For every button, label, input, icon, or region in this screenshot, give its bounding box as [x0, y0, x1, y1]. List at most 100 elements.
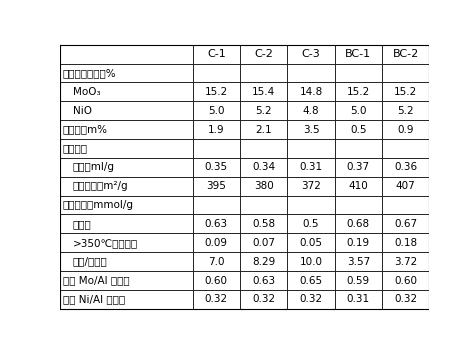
Bar	[239, 158, 287, 177]
Bar	[334, 158, 381, 177]
Bar	[287, 120, 334, 139]
Text: 0.32: 0.32	[204, 294, 228, 304]
Bar	[334, 83, 381, 101]
Bar	[287, 177, 334, 196]
Text: 1.9: 1.9	[208, 125, 224, 135]
Text: 0.37: 0.37	[346, 162, 369, 172]
Text: 15.2: 15.2	[393, 87, 416, 97]
Bar	[334, 271, 381, 290]
Text: 5.2: 5.2	[255, 106, 271, 116]
Text: 0.59: 0.59	[346, 275, 369, 286]
Text: 0.5: 0.5	[302, 219, 318, 229]
Bar	[334, 233, 381, 252]
Text: 0.05: 0.05	[299, 238, 322, 248]
Bar	[287, 252, 334, 271]
Bar	[287, 139, 334, 158]
Bar	[381, 177, 428, 196]
Text: 0.07: 0.07	[252, 238, 275, 248]
Text: 410: 410	[347, 181, 367, 191]
Bar	[334, 196, 381, 215]
Bar	[239, 215, 287, 233]
Text: 0.31: 0.31	[299, 162, 322, 172]
Bar	[381, 120, 428, 139]
Bar	[192, 158, 239, 177]
Text: 0.60: 0.60	[204, 275, 228, 286]
Text: 0.32: 0.32	[299, 294, 322, 304]
Bar	[287, 233, 334, 252]
Text: 0.5: 0.5	[349, 125, 366, 135]
Bar	[239, 196, 287, 215]
Text: 0.9: 0.9	[397, 125, 413, 135]
Text: C-1: C-1	[207, 49, 225, 59]
Bar	[239, 177, 287, 196]
Text: BC-1: BC-1	[345, 49, 371, 59]
Bar	[287, 64, 334, 83]
Bar	[287, 271, 334, 290]
Text: 0.60: 0.60	[393, 275, 416, 286]
Text: 0.32: 0.32	[393, 294, 416, 304]
Bar	[287, 101, 334, 120]
Bar	[192, 120, 239, 139]
Text: 总酸量: 总酸量	[72, 219, 91, 229]
Bar	[192, 215, 239, 233]
Text: MoO₃: MoO₃	[72, 87, 100, 97]
Bar	[381, 101, 428, 120]
Bar	[381, 64, 428, 83]
Bar	[192, 290, 239, 309]
Bar	[381, 83, 428, 101]
Bar	[60, 45, 192, 64]
Text: 15.2: 15.2	[204, 87, 228, 97]
Bar	[381, 271, 428, 290]
Text: 372: 372	[300, 181, 320, 191]
Bar	[192, 177, 239, 196]
Bar	[239, 64, 287, 83]
Bar	[381, 290, 428, 309]
Bar	[60, 252, 192, 271]
Text: 10.0: 10.0	[299, 257, 322, 267]
Text: 0.09: 0.09	[204, 238, 228, 248]
Bar	[60, 83, 192, 101]
Bar	[334, 101, 381, 120]
Bar	[287, 215, 334, 233]
Text: 15.4: 15.4	[251, 87, 275, 97]
Bar	[239, 252, 287, 271]
Text: 0.68: 0.68	[346, 219, 369, 229]
Bar	[60, 196, 192, 215]
Bar	[60, 120, 192, 139]
Bar	[192, 271, 239, 290]
Bar	[192, 64, 239, 83]
Text: 3.5: 3.5	[302, 125, 318, 135]
Bar	[381, 196, 428, 215]
Bar	[239, 45, 287, 64]
Bar	[239, 233, 287, 252]
Bar	[334, 252, 381, 271]
Bar	[381, 158, 428, 177]
Text: 0.63: 0.63	[204, 219, 228, 229]
Text: 3.72: 3.72	[393, 257, 416, 267]
Text: 表面 Mo/Al 原子比: 表面 Mo/Al 原子比	[62, 275, 129, 286]
Bar	[192, 101, 239, 120]
Text: >350℃强酸含量: >350℃强酸含量	[72, 238, 138, 248]
Bar	[60, 64, 192, 83]
Bar	[334, 177, 381, 196]
Text: 0.31: 0.31	[346, 294, 369, 304]
Bar	[192, 233, 239, 252]
Bar	[381, 233, 428, 252]
Bar	[60, 271, 192, 290]
Text: 0.18: 0.18	[393, 238, 416, 248]
Text: 5.0: 5.0	[349, 106, 366, 116]
Text: 0.63: 0.63	[252, 275, 275, 286]
Bar	[192, 252, 239, 271]
Text: 15.2: 15.2	[346, 87, 369, 97]
Text: 14.8: 14.8	[299, 87, 322, 97]
Text: BC-2: BC-2	[392, 49, 418, 59]
Bar	[60, 215, 192, 233]
Text: 0.36: 0.36	[393, 162, 416, 172]
Bar	[60, 158, 192, 177]
Bar	[239, 120, 287, 139]
Bar	[60, 101, 192, 120]
Text: C-3: C-3	[301, 49, 320, 59]
Bar	[381, 139, 428, 158]
Text: 表面 Ni/Al 原子比: 表面 Ni/Al 原子比	[62, 294, 124, 304]
Text: 380: 380	[253, 181, 273, 191]
